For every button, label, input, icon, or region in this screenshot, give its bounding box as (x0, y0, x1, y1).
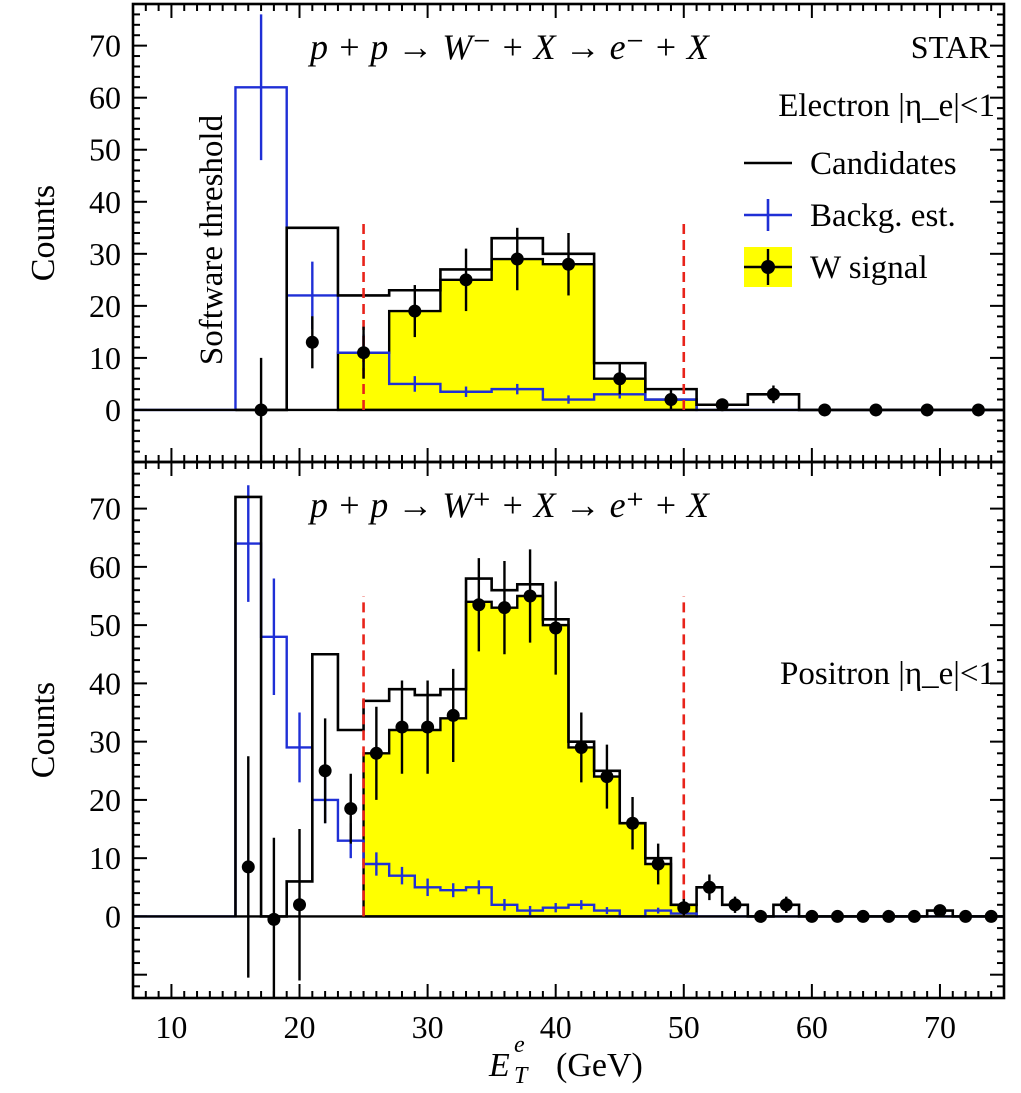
signal-point-21 (779, 898, 793, 912)
signal-point-14 (971, 403, 985, 417)
legend-label-background: Backg. est. (810, 198, 956, 234)
signal-point-5 (510, 252, 524, 266)
signal-point-4 (459, 273, 473, 287)
signal-point-7 (421, 720, 435, 734)
signal-point-6 (562, 257, 575, 271)
signal-point-12 (869, 403, 883, 417)
legend-label-candidates: Candidates (810, 146, 957, 182)
y-tick-label: 10 (89, 340, 121, 376)
x-tick-label: 40 (540, 1009, 572, 1045)
y-axis-label: Counts (25, 682, 62, 778)
signal-point-3 (318, 764, 332, 778)
legend: Candidates Backg. est. W signal (744, 146, 957, 287)
signal-point-5 (369, 746, 383, 760)
signal-point-19 (728, 898, 742, 912)
y-tick-label: 50 (89, 132, 121, 168)
y-tick-label: 40 (89, 184, 121, 220)
y-tick-label: 0 (105, 392, 121, 428)
x-axis-label-main: E (488, 1047, 510, 1084)
signal-point-3 (408, 304, 422, 318)
y-tick-label: 60 (89, 80, 121, 116)
signal-point-24 (856, 909, 870, 923)
x-tick-label: 10 (155, 1009, 187, 1045)
signal-point-0 (241, 860, 255, 874)
signal-point-17 (677, 901, 691, 915)
y-tick-label: 60 (89, 549, 121, 585)
signal-point-15 (626, 816, 640, 830)
signal-point-10 (766, 387, 780, 401)
selection-label: Electron |η_e|<1 (778, 88, 995, 124)
signal-point-8 (664, 393, 678, 407)
signal-point-20 (754, 909, 768, 923)
signal-point-8 (446, 708, 460, 722)
signal-point-11 (818, 403, 832, 417)
x-tick-label: 30 (412, 1009, 444, 1045)
selection-label: Positron |η_e|<1 (780, 656, 995, 692)
signal-point-13 (574, 740, 588, 754)
x-axis-label-sub: T (514, 1063, 529, 1088)
y-tick-label: 70 (89, 28, 121, 64)
signal-point-12 (549, 621, 563, 635)
signal-histogram (362, 594, 698, 918)
signal-point-26 (907, 909, 921, 923)
panel-top: 0 10 20 30 40 50 60 70 Counts p + p → W⁻ + X → e⁻… (25, 2, 1006, 464)
x-tick-label: 70 (924, 1009, 956, 1045)
signal-point-1 (267, 912, 281, 926)
signal-point-9 (715, 398, 729, 412)
legend-label-signal: W signal (810, 250, 928, 286)
y-axis-label: Counts (25, 185, 62, 281)
plot-area (133, 14, 1004, 462)
signal-point-4 (344, 802, 358, 816)
panel-bottom: 0 10 20 30 40 50 60 70 Counts p + p → W⁺ + X → e⁺… (25, 460, 1006, 1045)
signal-point-11 (523, 589, 537, 603)
signal-point-2 (357, 346, 371, 360)
signal-point-16 (651, 857, 665, 871)
signal-point-25 (882, 909, 896, 923)
y-tick-label: 30 (89, 724, 121, 760)
y-tick-label: 0 (105, 898, 121, 934)
signal-point-1 (305, 335, 319, 349)
y-tick-label: 70 (89, 491, 121, 527)
x-tick-label: 60 (796, 1009, 828, 1045)
y-tick-label: 40 (89, 665, 121, 701)
signal-point-22 (805, 909, 819, 923)
signal-point-18 (702, 880, 716, 894)
plot-area (133, 485, 1004, 998)
signal-point-9 (472, 598, 486, 612)
signal-point-2 (293, 898, 307, 912)
experiment-label: STAR (911, 29, 991, 65)
x-axis-label-sup: e (514, 1032, 525, 1058)
signal-point-14 (600, 770, 614, 784)
software-threshold-label: Software threshold (194, 114, 230, 365)
candidates-histogram (235, 226, 1004, 412)
x-tick-label: 50 (668, 1009, 700, 1045)
x-tick-label: 20 (284, 1009, 316, 1045)
process-label: p + p → W⁺ + X → e⁺ + X (307, 485, 711, 525)
signal-point-28 (959, 909, 973, 923)
x-axis-label-unit: (GeV) (556, 1047, 643, 1084)
signal-point-0 (254, 403, 268, 417)
signal-point-7 (613, 372, 627, 386)
x-axis-label: EeT (GeV) (488, 1032, 643, 1089)
signal-point-10 (497, 601, 511, 615)
signal-point-27 (933, 904, 947, 918)
y-tick-label: 30 (89, 236, 121, 272)
y-tick-label: 10 (89, 840, 121, 876)
y-tick-label: 20 (89, 288, 121, 324)
legend-signal-marker (761, 260, 775, 274)
signal-point-23 (830, 909, 844, 923)
process-label: p + p → W⁻ + X → e⁻ + X (307, 27, 711, 67)
signal-point-13 (920, 403, 934, 417)
y-tick-label: 20 (89, 782, 121, 818)
y-tick-label: 50 (89, 607, 121, 643)
signal-point-6 (395, 720, 409, 734)
